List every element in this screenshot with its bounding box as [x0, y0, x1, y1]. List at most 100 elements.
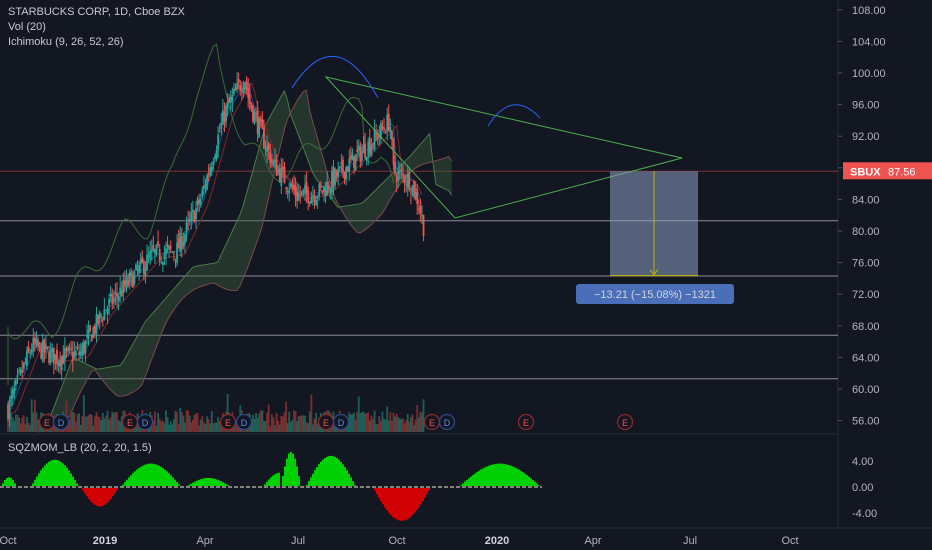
- volume-bar: [384, 419, 387, 432]
- candle-body: [73, 351, 76, 358]
- squeeze-dot: [512, 486, 514, 488]
- volume-indicator-label[interactable]: Vol (20): [8, 21, 46, 33]
- momentum-bar: [476, 472, 478, 487]
- squeeze-dot: [530, 486, 532, 488]
- squeeze-dot: [62, 486, 64, 488]
- time-tick-label: 2019: [93, 535, 117, 547]
- candle-body: [171, 251, 174, 253]
- volume-bar: [76, 414, 79, 432]
- volume-bar: [267, 404, 270, 432]
- volume-bar: [234, 421, 237, 432]
- volume-bar: [255, 412, 257, 432]
- ichimoku-indicator-label[interactable]: Ichimoku (9, 26, 52, 26): [8, 36, 124, 48]
- squeeze-dot: [488, 486, 490, 488]
- candle-body: [27, 346, 30, 352]
- candle-body: [310, 195, 313, 204]
- candle-body: [364, 143, 366, 158]
- candle-body: [179, 233, 182, 252]
- volume-bar: [68, 419, 71, 432]
- momentum-bar: [414, 487, 416, 513]
- measure-label-box: [576, 284, 734, 304]
- volume-bar: [373, 410, 376, 432]
- momentum-bar: [342, 464, 344, 487]
- candle-body: [131, 274, 134, 288]
- momentum-bar: [192, 482, 194, 487]
- volume-bar: [417, 417, 420, 432]
- squeeze-dot: [280, 486, 282, 488]
- squeeze-dot: [214, 486, 216, 488]
- candle-body: [95, 314, 98, 334]
- candle-body: [71, 351, 74, 361]
- candle-body: [264, 148, 267, 150]
- squeeze-dot: [12, 486, 14, 488]
- candle-body: [201, 189, 204, 197]
- squeeze-dot: [304, 486, 306, 488]
- squeeze-dot: [344, 486, 346, 488]
- earnings-marker-label: E: [622, 418, 628, 428]
- candle-body: [313, 195, 316, 202]
- squeeze-dot: [174, 486, 176, 488]
- candle-body: [29, 352, 32, 354]
- squeeze-dot: [384, 486, 386, 488]
- volume-bar: [98, 417, 101, 432]
- squeeze-dot: [262, 486, 264, 488]
- volume-bar: [354, 419, 357, 432]
- momentum-tick-label: 0.00: [852, 482, 873, 494]
- candle-body: [233, 89, 235, 94]
- volume-bar: [117, 420, 120, 432]
- candle-body: [199, 199, 202, 205]
- candle-body: [411, 185, 414, 193]
- dividend-marker: [136, 413, 154, 431]
- squeeze-dot: [196, 486, 198, 488]
- price-tick-label: 108.00: [852, 5, 886, 17]
- momentum-bar: [172, 477, 174, 487]
- volume-bar: [389, 412, 392, 432]
- candle-body: [250, 102, 253, 109]
- squeeze-dot: [442, 486, 444, 488]
- momentum-bar: [208, 477, 210, 487]
- candle-body: [307, 190, 310, 203]
- volume-bar: [236, 423, 238, 432]
- symmetrical-triangle: [324, 76, 683, 219]
- squeeze-dot: [302, 486, 304, 488]
- candle-body: [18, 371, 20, 373]
- candle-body: [234, 88, 237, 91]
- drawings[interactable]: −13.21 (−15.08%) −1321: [291, 56, 734, 304]
- momentum-bar: [92, 487, 94, 504]
- squeeze-dot: [510, 486, 512, 488]
- volume-bar: [158, 418, 161, 432]
- candle-body: [346, 166, 349, 172]
- squeeze-dot: [414, 486, 416, 488]
- candle-body: [11, 389, 14, 398]
- candle-body: [92, 327, 95, 338]
- squeeze-dot: [466, 486, 468, 488]
- volume-bar: [277, 420, 280, 432]
- squeeze-dot: [198, 486, 200, 488]
- momentum-bar: [424, 487, 426, 498]
- candle-body: [275, 159, 278, 177]
- candle-body: [196, 198, 199, 205]
- candle-body: [185, 222, 188, 233]
- squeeze-dot: [272, 486, 274, 488]
- candle-body: [384, 132, 387, 134]
- dividend-marker-label: D: [58, 418, 65, 428]
- volume-bar: [364, 413, 366, 432]
- momentum-bar: [96, 487, 98, 506]
- price-tick-label: 72.00: [852, 289, 880, 301]
- momentum-bar: [504, 464, 506, 487]
- candle-body: [8, 399, 11, 419]
- candle-body: [394, 162, 396, 174]
- squeeze-dot: [418, 486, 420, 488]
- symbol-title[interactable]: STARBUCKS CORP, 1D, Cboe BZX: [8, 6, 185, 18]
- volume-bar: [282, 416, 284, 432]
- volume-bar: [357, 396, 360, 432]
- candle-body: [351, 152, 354, 161]
- candle-body: [62, 354, 65, 364]
- candle-body: [76, 346, 79, 349]
- squeeze-momentum-indicator-label[interactable]: SQZMOM_LB (20, 2, 20, 1.5): [8, 442, 152, 454]
- squeeze-dot: [96, 486, 98, 488]
- squeeze-dot: [294, 486, 296, 488]
- candle-body: [70, 348, 73, 351]
